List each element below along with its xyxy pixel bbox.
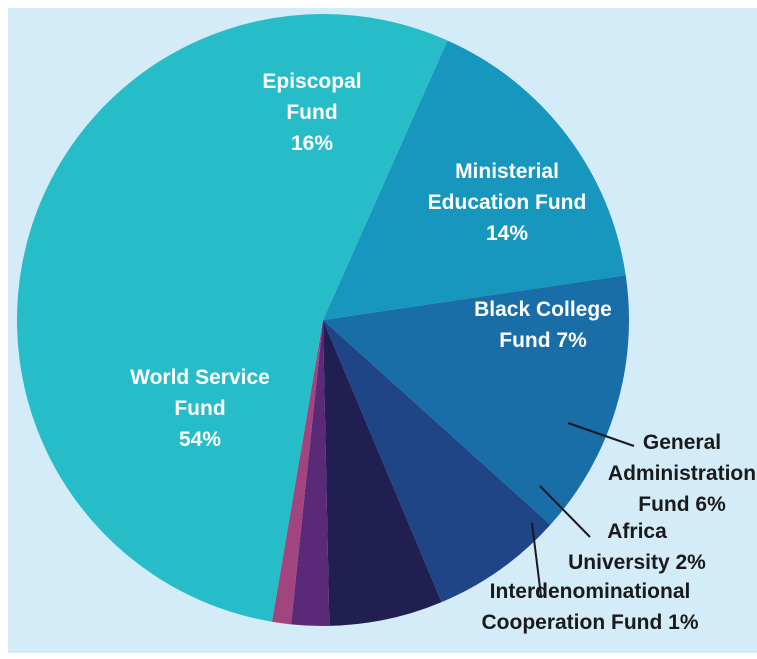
leader-line <box>567 422 635 447</box>
slice-label-line: Fund <box>174 397 225 420</box>
slice-label: Africa University 2% <box>568 520 706 574</box>
slice-label-line: General <box>643 431 721 454</box>
slice-label-line: Ministerial <box>455 160 559 183</box>
slice-label: Ministerial Education Fund 14% <box>428 160 587 245</box>
slice-label: World Service Fund 54% <box>130 366 270 451</box>
pie-slice <box>271 320 323 625</box>
slice-label-line: Interdenominational <box>490 580 691 603</box>
slice-labels: Episcopal Fund 16% Ministerial Education Fun… <box>130 70 756 634</box>
slice-label-line: Fund <box>286 101 337 124</box>
slice-label: Black College Fund 7% <box>474 298 612 352</box>
pie-slice <box>16 13 448 622</box>
slice-label-line: World Service <box>130 366 270 389</box>
leader-line <box>531 522 542 597</box>
pie-slices <box>16 13 630 626</box>
leader-lines <box>531 422 635 597</box>
leader-line <box>539 485 591 538</box>
slice-label-line: Administration <box>608 462 756 485</box>
pie-slice <box>323 275 630 525</box>
slice-label-line: Fund 6% <box>638 493 726 516</box>
slice-label-line: 14% <box>486 222 528 245</box>
slice-label: Interdenominational Cooperation Fund 1% <box>482 580 699 634</box>
slice-label-line: Cooperation Fund 1% <box>482 611 699 634</box>
slice-label-line: Fund 7% <box>499 329 587 352</box>
pie-slice <box>323 40 626 321</box>
slice-label-line: Episcopal <box>262 70 361 93</box>
slice-label-line: 54% <box>179 428 221 451</box>
slice-label: Episcopal Fund 16% <box>262 70 361 155</box>
slice-label-line: University 2% <box>568 551 706 574</box>
pie-slice <box>323 320 442 626</box>
pie-slice <box>291 320 330 626</box>
slice-label-line: Education Fund <box>428 191 587 214</box>
slice-label: General Administration Fund 6% <box>608 431 756 516</box>
pie-slice <box>323 320 551 603</box>
slice-label-line: Black College <box>474 298 612 321</box>
slice-label-line: Africa <box>607 520 667 543</box>
slice-label-line: 16% <box>291 132 333 155</box>
